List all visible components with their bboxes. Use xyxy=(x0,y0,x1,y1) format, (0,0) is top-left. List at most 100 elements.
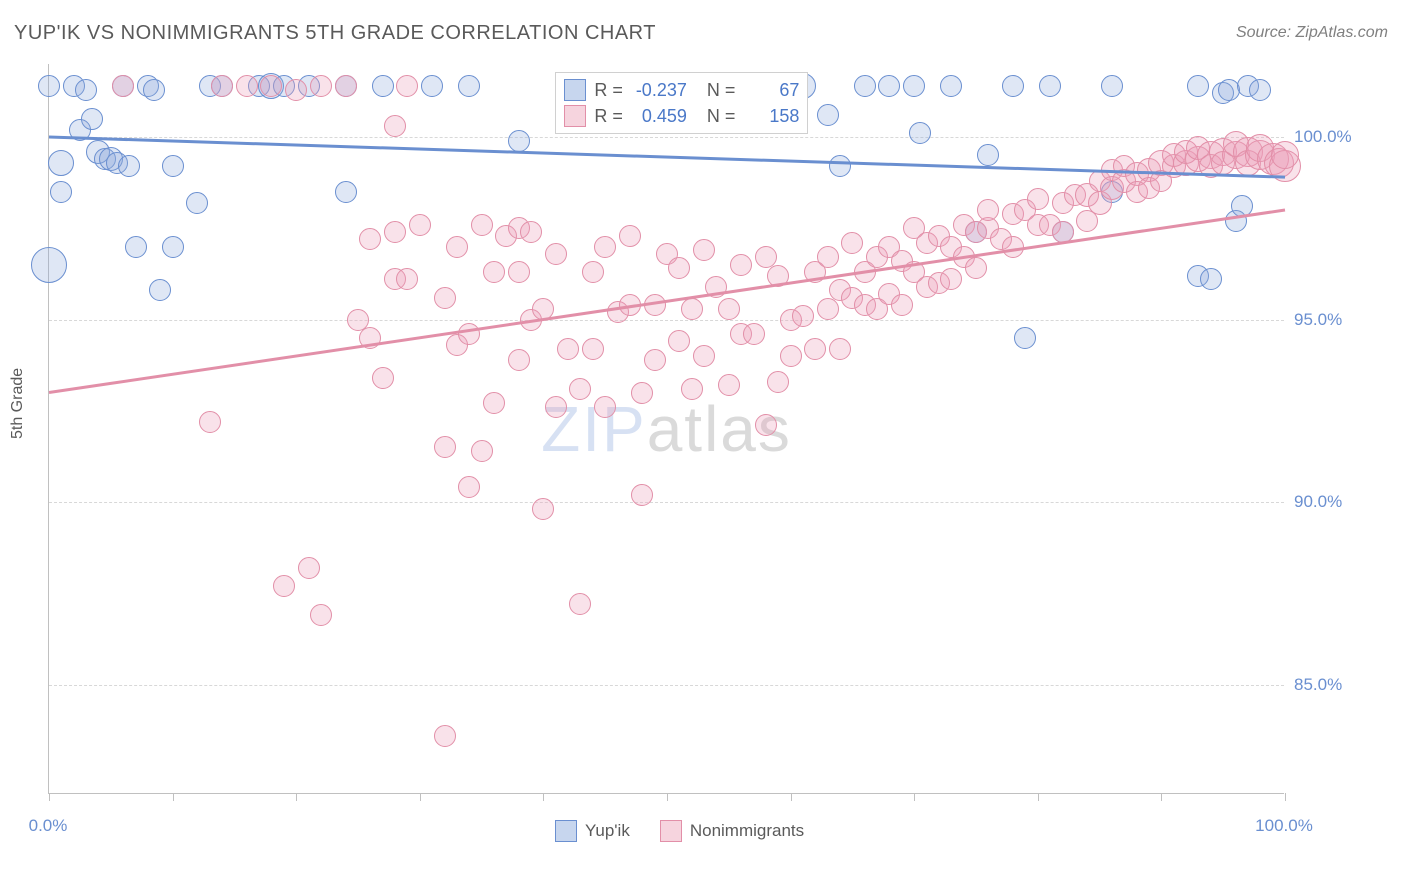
scatter-point-nonimmigrants xyxy=(1027,188,1049,210)
scatter-point-nonimmigrants xyxy=(668,330,690,352)
scatter-point-nonimmigrants xyxy=(817,246,839,268)
scatter-point-yupik xyxy=(421,75,443,97)
scatter-point-nonimmigrants xyxy=(520,221,542,243)
scatter-point-nonimmigrants xyxy=(532,298,554,320)
scatter-point-nonimmigrants xyxy=(693,239,715,261)
scatter-point-nonimmigrants xyxy=(940,268,962,290)
scatter-point-nonimmigrants xyxy=(545,396,567,418)
scatter-point-nonimmigrants xyxy=(434,436,456,458)
scatter-point-yupik xyxy=(186,192,208,214)
scatter-point-nonimmigrants xyxy=(582,261,604,283)
scatter-point-nonimmigrants xyxy=(705,276,727,298)
scatter-point-yupik xyxy=(118,155,140,177)
scatter-point-nonimmigrants xyxy=(619,294,641,316)
scatter-point-nonimmigrants xyxy=(891,294,913,316)
scatter-point-yupik xyxy=(909,122,931,144)
scatter-point-nonimmigrants xyxy=(483,392,505,414)
x-tick xyxy=(420,793,421,801)
scatter-point-yupik xyxy=(458,75,480,97)
scatter-point-nonimmigrants xyxy=(1002,236,1024,258)
scatter-point-nonimmigrants xyxy=(508,349,530,371)
scatter-point-nonimmigrants xyxy=(644,294,666,316)
trendline-nonimmigrants xyxy=(49,210,1285,393)
scatter-point-yupik xyxy=(162,236,184,258)
bottom-legend: Yup'ikNonimmigrants xyxy=(555,820,804,842)
scatter-point-yupik xyxy=(817,104,839,126)
scatter-point-nonimmigrants xyxy=(681,378,703,400)
scatter-point-nonimmigrants xyxy=(458,476,480,498)
scatter-point-nonimmigrants xyxy=(780,345,802,367)
x-tick xyxy=(914,793,915,801)
scatter-point-nonimmigrants xyxy=(693,345,715,367)
x-tick xyxy=(1285,793,1286,801)
scatter-point-yupik xyxy=(31,247,67,283)
scatter-point-nonimmigrants xyxy=(1271,141,1299,169)
stats-N-value: 158 xyxy=(743,103,799,129)
scatter-point-yupik xyxy=(335,181,357,203)
y-tick-label: 95.0% xyxy=(1294,310,1394,330)
scatter-point-yupik xyxy=(75,79,97,101)
scatter-point-nonimmigrants xyxy=(582,338,604,360)
scatter-point-nonimmigrants xyxy=(804,338,826,360)
stats-N-value: 67 xyxy=(743,77,799,103)
x-tick-label: 100.0% xyxy=(1255,816,1313,836)
scatter-point-nonimmigrants xyxy=(434,725,456,747)
stats-R-value: 0.459 xyxy=(631,103,687,129)
scatter-point-nonimmigrants xyxy=(112,75,134,97)
scatter-point-nonimmigrants xyxy=(384,115,406,137)
scatter-point-nonimmigrants xyxy=(841,232,863,254)
scatter-point-nonimmigrants xyxy=(743,323,765,345)
scatter-point-nonimmigrants xyxy=(817,298,839,320)
scatter-point-nonimmigrants xyxy=(273,575,295,597)
scatter-point-nonimmigrants xyxy=(681,298,703,320)
scatter-point-nonimmigrants xyxy=(434,287,456,309)
scatter-point-yupik xyxy=(903,75,925,97)
scatter-point-yupik xyxy=(162,155,184,177)
y-axis-title: 5th Grade xyxy=(9,368,27,439)
scatter-point-yupik xyxy=(143,79,165,101)
x-tick xyxy=(1161,793,1162,801)
scatter-point-nonimmigrants xyxy=(569,378,591,400)
scatter-point-nonimmigrants xyxy=(965,257,987,279)
scatter-point-yupik xyxy=(508,130,530,152)
x-tick xyxy=(543,793,544,801)
scatter-point-nonimmigrants xyxy=(730,254,752,276)
scatter-point-nonimmigrants xyxy=(396,268,418,290)
x-tick xyxy=(49,793,50,801)
scatter-point-nonimmigrants xyxy=(285,79,307,101)
scatter-point-nonimmigrants xyxy=(409,214,431,236)
scatter-point-nonimmigrants xyxy=(594,396,616,418)
scatter-point-nonimmigrants xyxy=(359,228,381,250)
scatter-point-nonimmigrants xyxy=(458,323,480,345)
scatter-point-nonimmigrants xyxy=(668,257,690,279)
stats-R-label: R = xyxy=(594,77,623,103)
x-tick xyxy=(173,793,174,801)
legend-swatch-yupik xyxy=(555,820,577,842)
scatter-point-nonimmigrants xyxy=(260,75,282,97)
scatter-point-nonimmigrants xyxy=(545,243,567,265)
scatter-point-nonimmigrants xyxy=(532,498,554,520)
stats-R-label: R = xyxy=(594,103,623,129)
scatter-point-yupik xyxy=(878,75,900,97)
source-attribution: Source: ZipAtlas.com xyxy=(1236,24,1388,42)
scatter-point-nonimmigrants xyxy=(644,349,666,371)
gridline-h xyxy=(49,502,1284,503)
scatter-point-yupik xyxy=(48,150,74,176)
scatter-point-yupik xyxy=(977,144,999,166)
scatter-point-nonimmigrants xyxy=(594,236,616,258)
scatter-point-yupik xyxy=(372,75,394,97)
scatter-point-yupik xyxy=(940,75,962,97)
gridline-h xyxy=(49,685,1284,686)
scatter-point-yupik xyxy=(1231,195,1253,217)
plot-area: ZIPatlas 85.0%90.0%95.0%100.0%R =-0.237N… xyxy=(48,64,1284,794)
scatter-point-nonimmigrants xyxy=(483,261,505,283)
scatter-point-nonimmigrants xyxy=(359,327,381,349)
legend-swatch-nonimmigrants xyxy=(564,105,586,127)
scatter-point-nonimmigrants xyxy=(829,338,851,360)
legend-swatch-nonimmigrants xyxy=(660,820,682,842)
scatter-point-yupik xyxy=(149,279,171,301)
x-tick xyxy=(296,793,297,801)
scatter-point-yupik xyxy=(1002,75,1024,97)
scatter-point-nonimmigrants xyxy=(619,225,641,247)
scatter-point-nonimmigrants xyxy=(508,261,530,283)
